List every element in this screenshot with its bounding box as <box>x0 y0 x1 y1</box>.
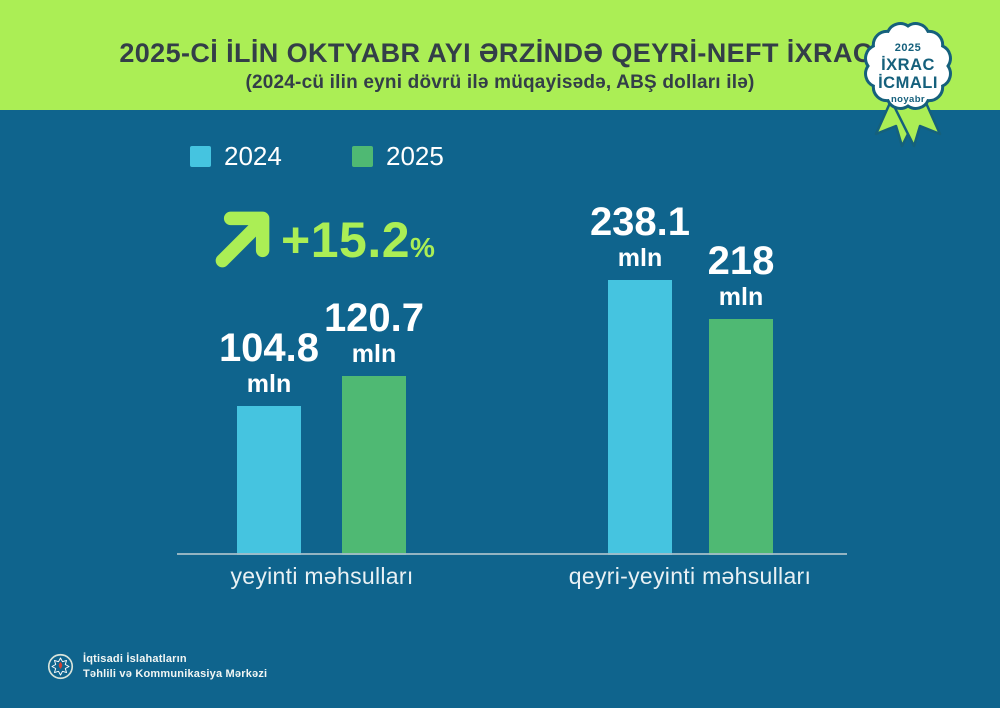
bar-nonfood-2025 <box>709 319 773 555</box>
header-banner: 2025-Cİ İLİN OKTYABR AYI ƏRZİNDƏ QEYRİ-N… <box>0 0 1000 110</box>
badge-month: noyabr <box>891 94 925 105</box>
bar-value-label: 104.8 <box>218 326 320 370</box>
trend-up-arrow-icon <box>215 211 270 268</box>
page-subtitle: (2024-cü ilin eyni dövrü ilə müqayisədə,… <box>245 72 755 93</box>
bar-nonfood-2024 <box>608 280 672 555</box>
rosette-seal-icon <box>864 22 952 110</box>
x-axis-baseline <box>177 553 847 555</box>
legend-item-2025: 2025 <box>352 141 444 172</box>
category-label-nonfood: qeyri-yeyinti məhsulları <box>568 563 812 589</box>
bar-food-2025 <box>342 376 406 555</box>
legend-label-2024: 2024 <box>224 141 282 171</box>
bar-value-label: 120.7 <box>323 296 425 340</box>
bar-column-food-2024: 104.8 mln <box>199 326 339 555</box>
bar-unit-label: mln <box>617 244 663 272</box>
badge-line2: İCMALI <box>878 74 938 92</box>
legend-swatch-2024 <box>190 146 211 167</box>
bar-column-food-2025: 120.7 mln <box>304 296 444 555</box>
legend-item-2024: 2024 <box>190 141 282 172</box>
state-emblem-icon <box>47 653 74 680</box>
badge-line1: İXRAC <box>881 56 935 74</box>
percent-sign: % <box>410 232 435 263</box>
org-line1: İqtisadi İslahatların <box>83 653 187 665</box>
category-label-food: yeyinti məhsulları <box>230 563 414 589</box>
organization-name: İqtisadi İslahatların Təhlili və Kommuni… <box>83 652 267 681</box>
badge-year: 2025 <box>895 42 921 54</box>
bar-value-label: 218 <box>707 239 775 283</box>
bar-unit-label: mln <box>246 370 292 398</box>
bar-unit-label: mln <box>718 283 764 311</box>
growth-percentage: +15.2% <box>281 211 435 269</box>
bar-column-nonfood-2024: 238.1 mln <box>570 200 710 555</box>
bar-column-nonfood-2025: 218 mln <box>671 239 811 555</box>
bar-food-2024 <box>237 406 301 555</box>
bar-unit-label: mln <box>351 340 397 368</box>
org-line2: Təhlili və Kommunikasiya Mərkəzi <box>83 667 268 680</box>
export-review-badge: 2025 İXRAC İCMALI noyabr <box>864 22 952 148</box>
page-title: 2025-Cİ İLİN OKTYABR AYI ƏRZİNDƏ QEYRİ-N… <box>119 38 881 68</box>
legend-swatch-2025 <box>352 146 373 167</box>
bar-value-label: 238.1 <box>589 200 691 244</box>
legend-label-2025: 2025 <box>386 141 444 171</box>
growth-value: +15.2 <box>281 212 411 268</box>
